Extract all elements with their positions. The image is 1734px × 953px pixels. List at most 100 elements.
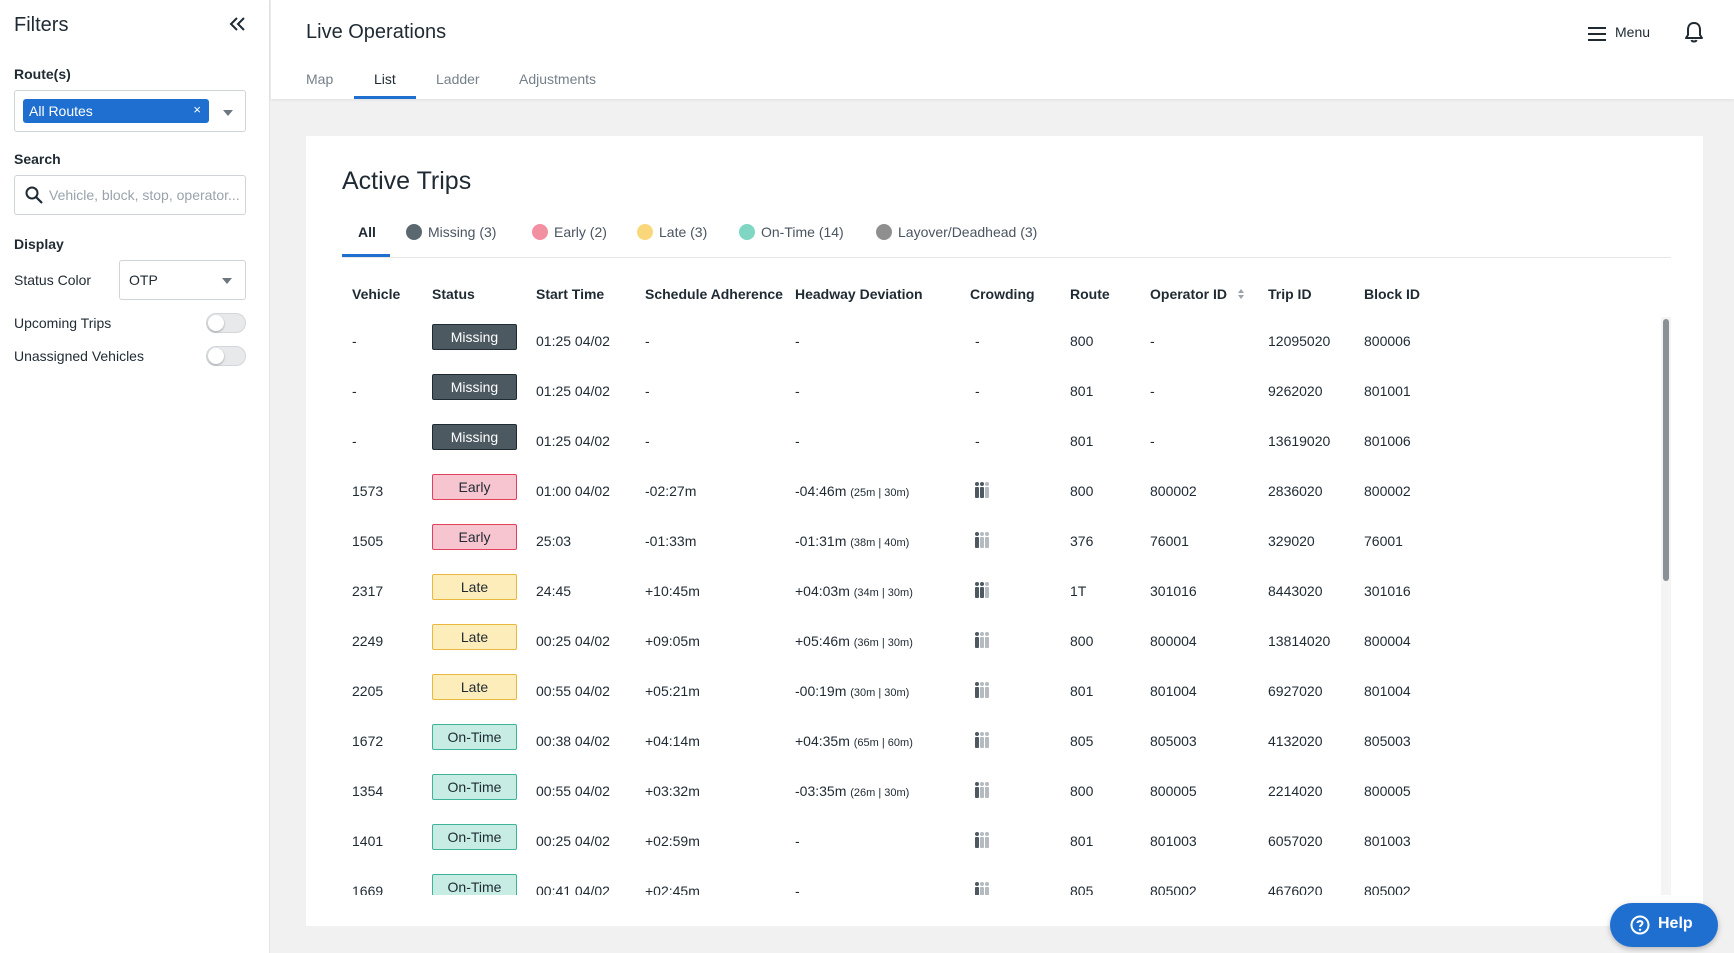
active-trips-panel: Active Trips All Missing (3) Early (2) L… xyxy=(306,136,1703,926)
collapse-sidebar-button[interactable] xyxy=(228,14,246,38)
cell-route: 801 xyxy=(1070,833,1094,849)
status-badge: Late xyxy=(432,624,517,650)
column-header-headway-deviation[interactable]: Headway Deviation xyxy=(795,286,923,302)
tab-list[interactable]: List xyxy=(374,71,396,87)
cell-operator-id: 301016 xyxy=(1150,583,1197,599)
cell-vehicle: 1354 xyxy=(352,783,384,799)
status-tab-label: Early (2) xyxy=(554,224,607,240)
table-row[interactable]: 1401 00:25 04/02 +02:59m 801 801003 6057020 80… xyxy=(342,817,1662,867)
upcoming-trips-label: Upcoming Trips xyxy=(14,315,112,331)
table-row[interactable]: - 01:25 04/02 - 801 - 9262020 801001 Missing - - xyxy=(342,367,1662,417)
cell-vehicle: 1573 xyxy=(352,483,384,499)
column-header-block-id[interactable]: Block ID xyxy=(1364,286,1421,302)
table-row[interactable]: 1505 25:03 -01:33m 376 76001 329020 76001 Early… xyxy=(342,517,1662,567)
cell-headway-deviation: -01:31m (38m | 40m) xyxy=(795,533,909,549)
tab-ladder[interactable]: Ladder xyxy=(436,71,480,87)
headway-value: -01:31m xyxy=(795,533,847,549)
active-status-tab-indicator xyxy=(342,254,390,257)
cell-start-time: 01:25 04/02 xyxy=(536,433,610,449)
routes-select[interactable]: All Routes × xyxy=(14,90,246,132)
headway-value: - xyxy=(795,883,800,895)
status-tab-label: Late (3) xyxy=(659,224,708,240)
crowding-icon xyxy=(975,782,989,798)
cell-trip-id: 6927020 xyxy=(1268,683,1323,699)
chevron-down-icon[interactable] xyxy=(223,110,233,116)
column-header-status[interactable]: Status xyxy=(432,286,475,302)
cell-operator-id: 76001 xyxy=(1150,533,1189,549)
cell-route: 805 xyxy=(1070,883,1094,895)
status-tab-label: All xyxy=(358,224,376,240)
status-tab-late[interactable]: Late (3) xyxy=(637,224,707,240)
column-header-start-time[interactable]: Start Time xyxy=(536,286,605,302)
tab-map[interactable]: Map xyxy=(306,71,334,87)
cell-crowding: - xyxy=(975,383,980,399)
column-header-schedule-adherence[interactable]: Schedule Adherence xyxy=(645,286,783,302)
table-row[interactable]: 1669 00:41 04/02 +02:45m 805 805002 4676020 80… xyxy=(342,867,1662,895)
cell-headway-deviation: - xyxy=(795,833,800,849)
table-row[interactable]: 2317 24:45 +10:45m 1T 301016 8443020 301016 Lat… xyxy=(342,567,1662,617)
column-header-route[interactable]: Route xyxy=(1070,286,1110,302)
scrollbar-thumb[interactable] xyxy=(1663,319,1669,581)
table-row[interactable]: 2249 00:25 04/02 +09:05m 800 800004 13814020 8… xyxy=(342,617,1662,667)
table-row[interactable]: 1573 01:00 04/02 -02:27m 800 800002 2836020 80… xyxy=(342,467,1662,517)
hamburger-menu-icon xyxy=(1588,27,1606,41)
cell-route: 805 xyxy=(1070,733,1094,749)
cell-start-time: 25:03 xyxy=(536,533,572,549)
status-badge: Early xyxy=(432,474,517,500)
chevron-double-left-icon xyxy=(229,17,245,31)
cell-route: 801 xyxy=(1070,383,1094,399)
cell-block-id: 801004 xyxy=(1364,683,1411,699)
status-tab-all[interactable]: All xyxy=(358,224,376,240)
table-row[interactable]: 2205 00:55 04/02 +05:21m 801 801004 6927020 80… xyxy=(342,667,1662,717)
help-button[interactable]: Help xyxy=(1610,903,1718,947)
bell-icon[interactable] xyxy=(1683,20,1705,44)
remove-chip-button[interactable]: × xyxy=(193,102,201,117)
table-row[interactable]: -01:25 04/02-801-13619020 801006 Missing - … xyxy=(342,417,1662,467)
status-tab-missing[interactable]: Missing (3) xyxy=(406,224,496,240)
cell-operator-id: 800002 xyxy=(1150,483,1197,499)
status-badge: Early xyxy=(432,524,517,550)
cell-headway-deviation: +05:46m (36m | 30m) xyxy=(795,633,913,649)
unassigned-vehicles-toggle[interactable] xyxy=(206,346,246,366)
column-header-trip-id[interactable]: Trip ID xyxy=(1268,286,1312,302)
table-row[interactable]: 1672 00:38 04/02 +04:14m 805 805003 4132020 80… xyxy=(342,717,1662,767)
panel-title: Active Trips xyxy=(342,167,472,195)
headway-value: +05:46m xyxy=(795,633,850,649)
cell-start-time: 01:25 04/02 xyxy=(536,333,610,349)
headway-value: - xyxy=(795,833,800,849)
tab-adjustments[interactable]: Adjustments xyxy=(519,71,597,87)
status-badge: On-Time xyxy=(432,824,517,850)
sort-icon[interactable] xyxy=(1237,288,1245,300)
headway-value: -04:46m xyxy=(795,483,847,499)
column-header-label: Operator ID xyxy=(1150,286,1228,302)
status-tab-layover-deadhead[interactable]: Layover/Deadhead (3) xyxy=(876,224,1037,240)
cell-route: 801 xyxy=(1070,433,1094,449)
cell-trip-id: 6057020 xyxy=(1268,833,1323,849)
headway-detail: (26m | 30m) xyxy=(850,787,910,799)
scrollbar[interactable] xyxy=(1661,317,1671,895)
status-tab-label: On-Time (14) xyxy=(761,224,844,240)
table-row[interactable]: 1354 00:55 04/02 +03:32m 800 800005 2214020 80… xyxy=(342,767,1662,817)
search-input[interactable] xyxy=(47,182,242,208)
headway-value: - xyxy=(795,433,800,449)
cell-block-id: 800002 xyxy=(1364,483,1411,499)
help-circle-icon xyxy=(1630,915,1650,935)
routes-label: Route(s) xyxy=(14,66,71,82)
upcoming-trips-toggle[interactable] xyxy=(206,313,246,333)
column-header-operator-id[interactable]: Operator ID xyxy=(1150,286,1245,302)
cell-trip-id: 4676020 xyxy=(1268,883,1323,895)
crowding-icon xyxy=(975,582,989,598)
table-row[interactable]: -01:25 04/02-800-12095020 800006 Missing - … xyxy=(342,317,1662,367)
column-header-vehicle[interactable]: Vehicle xyxy=(352,286,401,302)
top-header: Live Operations Map List Ladder Adjustme… xyxy=(271,0,1734,99)
headway-detail: (34m | 30m) xyxy=(853,587,913,599)
cell-trip-id: 9262020 xyxy=(1268,383,1323,399)
status-color-select[interactable]: OTP xyxy=(119,260,246,300)
status-badge: On-Time xyxy=(432,774,517,800)
status-tab-on-time[interactable]: On-Time (14) xyxy=(739,224,844,240)
cell-block-id: 801006 xyxy=(1364,433,1411,449)
column-header-crowding[interactable]: Crowding xyxy=(970,286,1035,302)
status-tab-early[interactable]: Early (2) xyxy=(532,224,607,240)
cell-headway-deviation: - xyxy=(795,333,800,349)
cell-vehicle: 1505 xyxy=(352,533,384,549)
